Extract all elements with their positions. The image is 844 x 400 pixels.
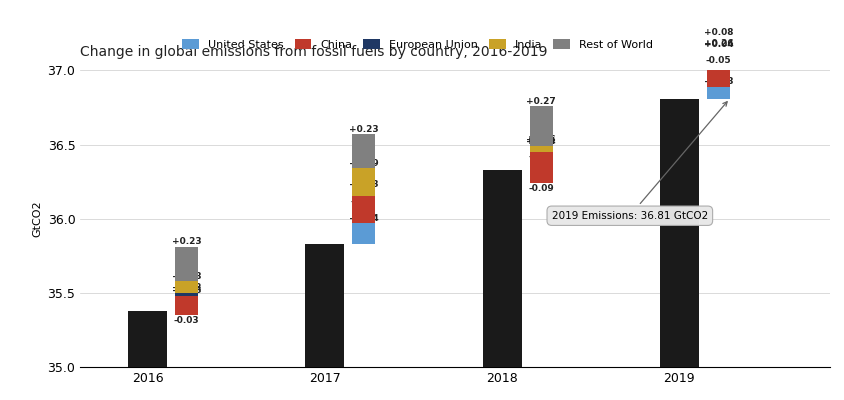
Bar [529,144,552,183]
Text: +0.14: +0.14 [349,214,378,223]
Bar [659,98,698,367]
Text: -0.03: -0.03 [174,316,199,325]
Text: -0.09: -0.09 [528,184,554,192]
Text: +0.26: +0.26 [526,135,555,144]
Bar [175,247,197,281]
Legend: United States, China, European Union, India, Rest of World: United States, China, European Union, In… [178,34,657,54]
Text: 2019 Emissions: 36.81 GtCO2: 2019 Emissions: 36.81 GtCO2 [551,102,727,221]
Text: +0.02: +0.02 [171,284,201,292]
Bar [175,293,197,296]
Bar [706,50,729,56]
Bar [175,296,197,315]
Bar [352,168,375,196]
Text: +0.08: +0.08 [171,272,201,281]
Bar [352,189,375,196]
Text: +0.27: +0.27 [526,96,555,106]
Bar [175,311,197,315]
Text: +0.23: +0.23 [349,180,378,189]
Text: -0.05: -0.05 [528,152,553,162]
Bar [706,87,729,98]
Text: +0.23: +0.23 [171,238,201,246]
Text: +0.13: +0.13 [171,286,201,296]
Text: +0.08: +0.08 [703,28,733,37]
Bar [128,311,167,367]
Bar [352,189,375,223]
Text: -0.05: -0.05 [350,197,376,206]
Bar [175,281,197,293]
Bar [706,38,729,50]
Text: +0.04: +0.04 [703,40,733,49]
Text: +0.23: +0.23 [349,125,378,134]
Bar [706,48,729,56]
Bar [352,223,375,244]
Text: +0.04: +0.04 [526,136,555,146]
Bar [529,144,552,152]
Text: Change in global emissions from fossil fuels by country, 2016-2019: Change in global emissions from fossil f… [80,46,547,60]
Text: +0.19: +0.19 [349,159,378,168]
Bar [482,170,521,367]
Y-axis label: GtCO2: GtCO2 [32,200,42,237]
Bar [529,146,552,152]
Bar [352,134,375,168]
Bar [529,106,552,146]
Text: +0.26: +0.26 [703,39,733,48]
Bar [706,48,729,87]
Text: -0.05: -0.05 [705,56,730,65]
Text: +0.08: +0.08 [703,77,733,86]
Bar [529,170,552,183]
Bar [305,244,344,367]
